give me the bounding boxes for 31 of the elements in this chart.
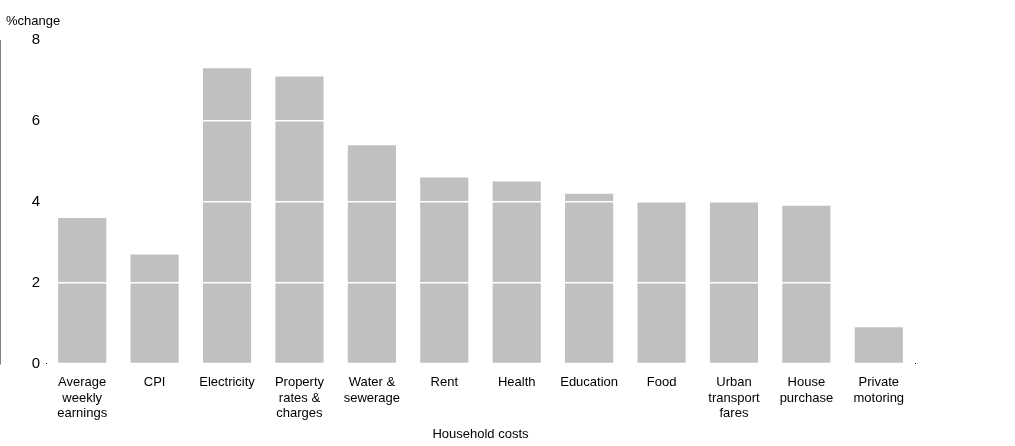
y-tick-label: 4: [31, 191, 40, 209]
x-tick-label: Health: [497, 373, 536, 389]
bar: [347, 145, 396, 363]
y-tick-label: 2: [31, 272, 40, 290]
bar: [58, 217, 107, 363]
y-tick-label: 8: [31, 30, 40, 48]
x-tick-label: Average weekly earnings: [57, 373, 108, 421]
x-tick-label: Urban transport fares: [708, 373, 760, 421]
bar: [709, 201, 759, 363]
bar: [420, 177, 469, 363]
x-tick-label: Rent: [430, 373, 459, 389]
bar: [202, 68, 252, 363]
bar: [854, 327, 903, 363]
x-tick-label: Property rates & charges: [274, 373, 325, 421]
x-tick-label: Private motoring: [853, 373, 905, 405]
bar: [275, 76, 324, 363]
x-tick-label: Food: [646, 373, 677, 389]
x-tick-label: House purchase: [779, 373, 834, 405]
y-tick-label: 0: [31, 353, 40, 371]
bar: [492, 181, 541, 363]
bar: [782, 205, 831, 363]
x-tick-label: Water & sewerage: [343, 373, 401, 405]
bar: [565, 193, 614, 363]
x-tick-label: Electricity: [199, 373, 256, 389]
x-tick-label: Education: [560, 373, 619, 389]
x-axis-title: Household costs: [432, 425, 530, 441]
y-axis-title: %change: [6, 13, 61, 29]
x-tick-label: CPI: [143, 373, 166, 389]
bar: [130, 254, 179, 363]
bar: [637, 201, 686, 363]
y-tick-label: 6: [31, 111, 40, 129]
